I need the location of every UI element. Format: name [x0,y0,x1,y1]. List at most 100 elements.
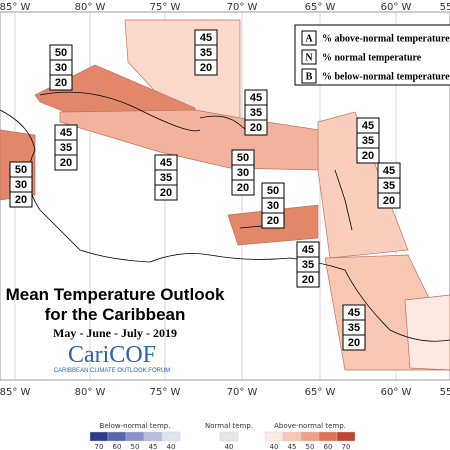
probability: 50 [237,152,249,164]
probability-cell [9,191,33,208]
title: for the Caribbean [45,305,186,324]
probability: 35 [200,47,212,59]
probability-cell [49,74,73,91]
colorbar-tick: 70 [95,443,104,450]
colorbar-label: Above-normal temp. [274,422,346,430]
colorbar-cell [125,431,145,442]
colorbar-tick: 60 [113,443,122,450]
legend-text: % normal temperature [322,52,422,63]
longitude-label: 70° W [227,2,258,13]
longitude-label: 60° W [381,387,412,398]
colorbar-tick: 60 [324,443,333,450]
probability: 45 [160,157,172,169]
probability: 45 [383,165,395,177]
legend-text: % below-normal temperature [322,71,450,82]
probability-cell [154,184,178,201]
probability-cell [356,147,380,164]
probability: 20 [383,195,395,207]
longitude-label: 65° W [305,387,336,398]
probability: 30 [55,62,67,74]
probability: 45 [200,32,212,44]
colorbar-tick: 50 [306,443,315,450]
colorbar-tick: 50 [131,443,140,450]
colorbar-tick: 70 [342,443,351,450]
probability: 30 [237,167,249,179]
colorbar-tick: 45 [288,443,297,450]
probability-cell [231,179,255,196]
legend-letter: N [305,52,313,63]
probability-cell [194,59,218,76]
probability: 20 [250,122,262,134]
longitude-label: 80° W [75,387,106,398]
probability: 45 [60,127,72,139]
probability: 20 [200,62,212,74]
probability-cell [244,119,268,136]
logo: CariCOF [68,342,156,368]
longitude-label: 75° W [150,2,181,13]
legend-box [294,24,450,86]
colorbar-cell [219,431,239,442]
longitude-label: 60° W [381,2,412,13]
colorbar-cell [89,431,109,442]
probability: 45 [302,244,314,256]
colorbar-cell [318,431,338,442]
colorbar-label: Normal temp. [205,422,253,430]
probability-cell [377,192,401,209]
longitude-label: 80° W [75,2,106,13]
probability: 35 [383,180,395,192]
probability: 45 [362,120,374,132]
title: Mean Temperature Outlook [6,285,225,304]
probability: 20 [60,157,72,169]
probability: 30 [15,179,27,191]
colorbar-cell [143,431,163,442]
probability: 35 [250,107,262,119]
colorbar-cell [161,431,181,442]
colorbar-tick: 45 [149,443,158,450]
longitude-label: 85° W [0,2,31,13]
longitude-label: 85° W [0,387,31,398]
probability: 20 [348,337,360,349]
longitude-label: 75° W [150,387,181,398]
colorbar-cell [282,431,302,442]
probability-cell [54,154,78,171]
probability: 35 [362,135,374,147]
probability: 20 [362,150,374,162]
probability: 20 [160,187,172,199]
probability: 20 [55,77,67,89]
period: May - June - July - 2019 [53,326,177,340]
probability: 35 [348,322,360,334]
longitude-label: 65° W [305,2,336,13]
longitude-label: 55° W [440,387,450,398]
colorbar-tick: 40 [167,443,176,450]
probability-cell [296,271,320,288]
logo-subtitle: CARIBBEAN CLIMATE OUTLOOK FORUM [54,368,171,374]
legend-key [301,49,317,65]
probability: 50 [15,164,27,176]
colorbar-tick: 40 [225,443,234,450]
probability: 35 [160,172,172,184]
colorbar-cell [336,431,356,442]
probability: 20 [15,194,27,206]
legend-key [301,68,317,84]
legend-text: % above-normal temperature [322,33,450,44]
legend-letter: B [306,71,313,82]
colorbar-cell [300,431,320,442]
probability-cell [261,212,285,229]
legend-key [301,30,317,46]
probability: 35 [60,142,72,154]
probability: 50 [55,47,67,59]
longitude-label: 55° W [440,2,450,13]
colorbar-cell [264,431,284,442]
probability: 45 [250,92,262,104]
colorbar-tick: 40 [270,443,279,450]
colorbar-label: Below-normal temp. [100,422,171,430]
probability: 50 [267,185,279,197]
probability: 30 [267,200,279,212]
probability: 20 [302,274,314,286]
colorbar-cell [107,431,127,442]
probability: 20 [267,215,279,227]
legend-letter: A [305,33,313,44]
probability: 35 [302,259,314,271]
probability: 20 [237,182,249,194]
